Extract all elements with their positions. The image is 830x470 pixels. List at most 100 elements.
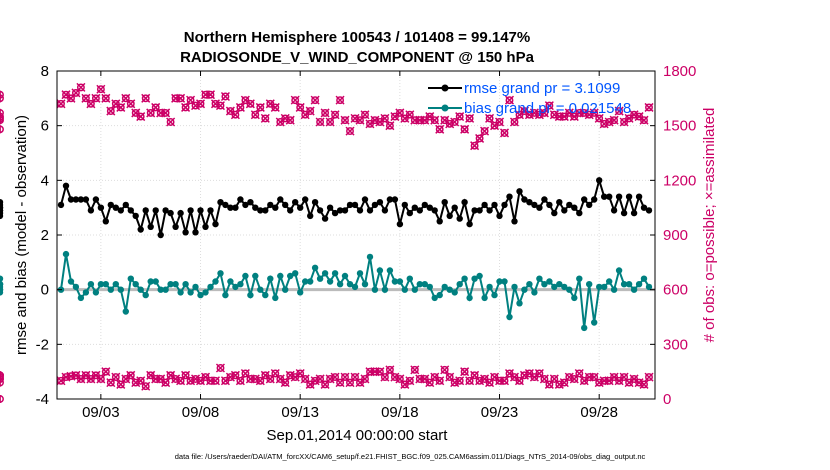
obs-possible-marker-x2 xyxy=(186,95,196,105)
obs-possible-marker-circle xyxy=(291,96,300,105)
obs-assimilated-marker-x2 xyxy=(161,378,171,388)
bias-point xyxy=(451,289,458,296)
rmse-point xyxy=(386,196,394,203)
obs-assimilated-marker-x2 xyxy=(280,378,290,388)
obs-assimilated-marker-circle xyxy=(435,376,444,385)
bias-point xyxy=(571,294,578,302)
obs-possible-marker xyxy=(544,101,554,111)
rmse-point xyxy=(197,207,204,214)
obs-assimilated-marker xyxy=(141,381,151,391)
obs-possible-marker-circle xyxy=(201,90,210,99)
obs-possible-marker xyxy=(320,108,330,118)
obs-possible-marker xyxy=(504,95,515,105)
obs-possible-marker-x2 xyxy=(81,93,91,103)
obs-assimilated-marker-x2 xyxy=(574,368,584,379)
bias-point xyxy=(257,286,264,293)
x-tick-label: 09/13 xyxy=(281,404,319,421)
obs-possible-marker-x2 xyxy=(475,133,485,143)
obs-possible-marker xyxy=(609,115,619,125)
obs-assimilated-marker-x2 xyxy=(200,372,211,382)
obs-assimilated-marker-x2 xyxy=(215,363,225,373)
bias-point xyxy=(287,272,294,280)
bias-point xyxy=(401,286,408,293)
obs-possible-marker-x2 xyxy=(490,121,500,131)
obs-assimilated-marker-circle xyxy=(610,373,619,382)
obs-possible-marker-circle xyxy=(126,99,135,108)
obs-possible-marker-x2 xyxy=(161,108,171,118)
obs-assimilated-marker-x2 xyxy=(156,374,166,384)
obs-possible-marker-x2 xyxy=(101,93,111,103)
obs-possible-marker-circle xyxy=(610,116,619,125)
rmse-point xyxy=(536,204,543,211)
obs-assimilated-marker-circle xyxy=(166,371,175,380)
rmse-point xyxy=(476,207,483,214)
legend-rmse-marker xyxy=(441,84,449,92)
bias-point xyxy=(162,286,169,293)
obs-possible-marker xyxy=(305,106,315,116)
bias-point xyxy=(645,283,653,291)
obs-possible-marker xyxy=(260,113,270,123)
obs-assimilated-marker-circle xyxy=(375,367,384,376)
obs-possible-marker-circle xyxy=(545,101,554,110)
bias-point xyxy=(421,281,428,288)
obs-possible-marker-x2 xyxy=(215,101,225,111)
obs-possible-marker-circle xyxy=(116,103,125,112)
bias-point xyxy=(371,286,379,293)
obs-assimilated-marker-x2 xyxy=(230,370,240,380)
obs-possible-marker xyxy=(380,113,390,123)
obs-assimilated-marker-circle xyxy=(445,373,454,382)
rmse-point xyxy=(262,207,269,214)
obs-assimilated-marker xyxy=(360,374,370,384)
rmse-point xyxy=(601,193,608,200)
obs-possible-marker-circle xyxy=(266,99,275,108)
obs-possible-marker xyxy=(315,117,325,127)
bias-point xyxy=(381,286,389,293)
obs-possible-marker-x2 xyxy=(91,93,101,103)
obs-assimilated-marker-x2 xyxy=(604,376,614,386)
obs-assimilated-marker xyxy=(430,372,440,382)
obs-possible-marker-circle xyxy=(256,103,265,112)
legend-bias-label: bias grand pr = 0.021548 xyxy=(464,100,631,117)
obs-possible-marker xyxy=(420,115,430,125)
obs-possible-marker xyxy=(499,128,510,138)
obs-possible-marker-circle xyxy=(356,116,364,125)
obs-possible-marker-x2 xyxy=(285,115,295,125)
obs-possible-marker-circle xyxy=(450,118,459,126)
bias-point xyxy=(391,278,399,285)
rmse-point xyxy=(157,231,164,239)
bias-point xyxy=(237,281,244,288)
obs-assimilated-marker-circle xyxy=(500,376,509,385)
obs-possible-marker xyxy=(0,90,4,99)
obs-possible-marker-circle xyxy=(400,114,409,123)
obs-assimilated-marker xyxy=(604,376,614,386)
obs-assimilated-marker xyxy=(56,376,66,386)
obs-possible-marker-x2 xyxy=(116,102,126,112)
obs-assimilated-marker xyxy=(480,374,490,384)
obs-assimilated-marker-circle xyxy=(510,373,519,382)
obs-possible-marker xyxy=(310,95,320,105)
rmse-point xyxy=(381,207,389,214)
bias-point xyxy=(640,275,648,282)
obs-assimilated-marker xyxy=(200,372,211,382)
obs-possible-marker-circle xyxy=(316,118,325,126)
obs-assimilated-marker-x2 xyxy=(589,372,599,382)
rmse-point xyxy=(0,201,4,209)
obs-assimilated-marker-x2 xyxy=(350,372,360,382)
rmse-point xyxy=(287,207,294,214)
bias-point xyxy=(197,291,204,299)
obs-possible-marker-x2 xyxy=(644,102,654,112)
obs-assimilated-marker-circle xyxy=(366,367,374,376)
rmse-point xyxy=(506,193,513,200)
rmse-point xyxy=(92,196,100,203)
obs-possible-marker-circle xyxy=(251,110,260,119)
rmse-point xyxy=(162,207,169,214)
obs-assimilated-marker-x2 xyxy=(470,370,480,380)
x-tick-label: 09/08 xyxy=(182,404,220,421)
obs-assimilated-marker-circle xyxy=(176,376,185,385)
obs-possible-marker-x2 xyxy=(494,117,505,127)
obs-possible-marker xyxy=(0,94,4,103)
obs-possible-marker-x2 xyxy=(195,99,206,109)
obs-assimilated-marker-circle xyxy=(86,375,95,383)
obs-assimilated-marker-circle xyxy=(550,375,559,383)
obs-assimilated-marker-x2 xyxy=(395,374,405,384)
